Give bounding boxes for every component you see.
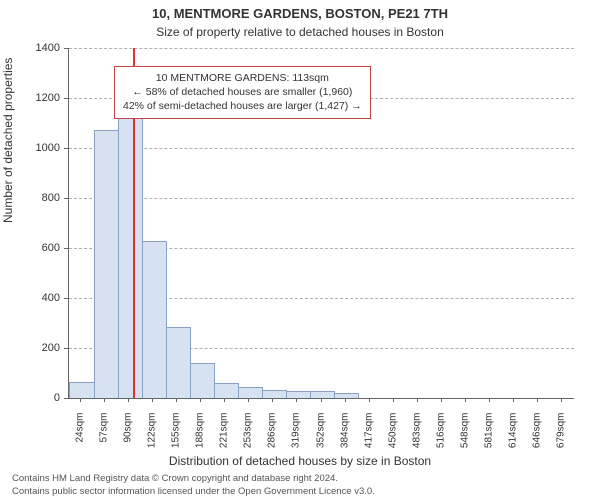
- ytick-label: 1400: [15, 42, 60, 54]
- ytick-label: 400: [15, 292, 60, 304]
- chart-title: 10, MENTMORE GARDENS, BOSTON, PE21 7TH: [0, 0, 600, 23]
- callout-line: 42% of semi-detached houses are larger (…: [123, 99, 362, 113]
- histogram-bar: [69, 382, 94, 398]
- x-axis-label: Distribution of detached houses by size …: [0, 454, 600, 468]
- histogram-bar: [214, 383, 239, 398]
- ytick-label: 1000: [15, 142, 60, 154]
- callout-line: 10 MENTMORE GARDENS: 113sqm: [123, 71, 362, 85]
- callout-line: ← 58% of detached houses are smaller (1,…: [123, 85, 362, 99]
- chart-container: Number of detached properties 0 200 400 600…: [0, 38, 600, 458]
- histogram-bar: [286, 391, 311, 398]
- ytick-label: 800: [15, 192, 60, 204]
- attribution-line: Contains HM Land Registry data © Crown c…: [12, 473, 600, 485]
- attribution-line: Contains public sector information licen…: [12, 486, 600, 498]
- histogram-bar: [262, 390, 287, 399]
- histogram-bar: [166, 327, 191, 398]
- attribution: Contains HM Land Registry data © Crown c…: [0, 473, 600, 498]
- callout-box: 10 MENTMORE GARDENS: 113sqm← 58% of deta…: [114, 66, 371, 119]
- ytick-label: 0: [15, 392, 60, 404]
- ytick-label: 1200: [15, 92, 60, 104]
- histogram-bar: [118, 103, 143, 398]
- histogram-bar: [238, 387, 263, 398]
- histogram-bar: [94, 130, 119, 399]
- plot-area: 10 MENTMORE GARDENS: 113sqm← 58% of deta…: [68, 48, 574, 399]
- ytick-label: 200: [15, 342, 60, 354]
- histogram-bar: [190, 363, 215, 398]
- histogram-bar: [310, 391, 335, 398]
- histogram-bar: [142, 241, 167, 398]
- histogram-bar: [334, 393, 359, 398]
- ytick-label: 600: [15, 242, 60, 254]
- y-axis-label: Number of detached properties: [1, 58, 15, 223]
